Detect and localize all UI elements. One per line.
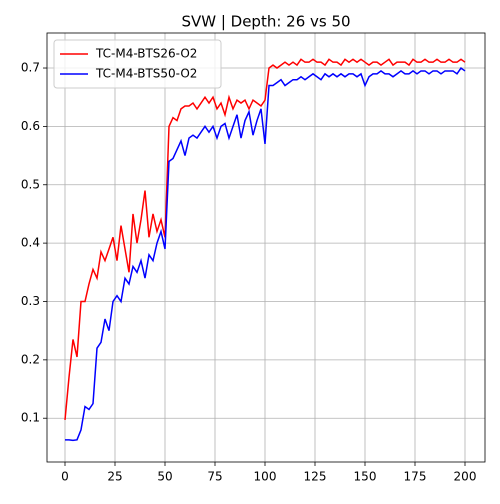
legend-box [53,39,222,89]
x-tick-label: 150 [354,470,377,484]
y-tick-label: 0.2 [21,352,40,366]
x-tick-label: 125 [304,470,327,484]
chart-title: SVW | Depth: 26 vs 50 [181,13,350,31]
x-tick-label: 75 [207,470,222,484]
x-tick-label: 0 [61,470,69,484]
x-tick-label: 175 [404,470,427,484]
line-series [64,58,466,421]
y-tick-label: 0.6 [21,119,40,133]
x-tick-label: 25 [107,470,122,484]
x-tick-label: 200 [454,470,477,484]
y-tick-label: 0.4 [21,236,40,250]
legend-label: TC-M4-BTS50-O2 [95,67,197,81]
y-tick-label: 0.3 [21,294,40,308]
x-tick-label: 50 [157,470,172,484]
line-series [65,66,466,442]
x-tick-label: 100 [254,470,277,484]
y-tick-label: 0.7 [21,61,40,75]
y-tick-label: 0.5 [21,177,40,191]
plot-frame [46,32,486,463]
legend-label: TC-M4-BTS26-O2 [95,47,197,61]
y-tick-label: 0.1 [21,411,40,425]
